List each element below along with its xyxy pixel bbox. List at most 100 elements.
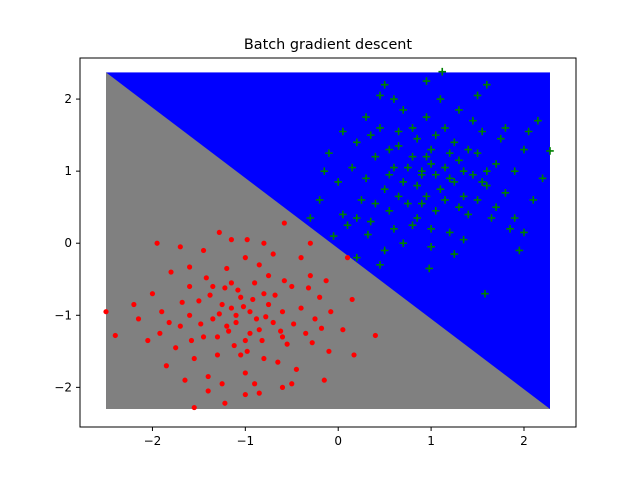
data-point <box>436 185 445 193</box>
data-point <box>473 91 482 100</box>
data-point <box>372 332 378 339</box>
data-point <box>459 167 468 175</box>
data-point <box>317 294 323 300</box>
data-point <box>483 80 491 89</box>
data-point <box>303 330 309 336</box>
data-point <box>394 127 403 136</box>
data-point <box>242 255 248 261</box>
data-point <box>252 381 258 387</box>
data-point <box>293 366 300 372</box>
data-point <box>168 269 174 275</box>
data-point <box>214 334 221 340</box>
data-point <box>380 246 389 255</box>
data-point <box>340 327 346 333</box>
data-point <box>431 170 440 179</box>
data-point <box>450 138 459 147</box>
x-tick-label: 2 <box>520 434 528 448</box>
data-point <box>413 134 421 143</box>
data-point <box>418 167 426 175</box>
data-point <box>244 348 250 354</box>
data-point <box>281 220 287 226</box>
data-point <box>247 309 253 315</box>
data-point <box>343 221 352 230</box>
data-point <box>481 289 489 298</box>
data-point <box>298 255 304 261</box>
data-point <box>321 377 327 383</box>
data-point <box>501 124 510 132</box>
data-point <box>394 192 403 201</box>
data-point <box>261 291 267 297</box>
x-tick-label: 1 <box>427 434 435 448</box>
data-point <box>198 321 204 327</box>
data-point <box>187 283 193 290</box>
data-point <box>103 309 109 315</box>
data-point <box>352 214 361 222</box>
data-point <box>228 305 235 311</box>
data-point <box>339 127 347 136</box>
data-point <box>219 381 225 387</box>
x-tick-label: −2 <box>144 434 162 448</box>
data-point <box>431 131 440 139</box>
y-tick-label: −2 <box>54 380 72 394</box>
data-point <box>250 296 256 303</box>
data-point <box>445 149 454 157</box>
data-point <box>112 332 118 339</box>
data-point <box>131 301 137 308</box>
data-point <box>187 264 193 270</box>
data-point <box>259 337 265 344</box>
data-point <box>349 296 355 303</box>
data-point <box>216 229 222 236</box>
data-point <box>483 181 491 190</box>
plot-area <box>103 67 554 411</box>
data-point <box>459 235 468 244</box>
data-point <box>284 341 290 347</box>
region-class-0 <box>106 72 550 409</box>
data-point <box>323 278 329 284</box>
data-point <box>546 147 554 155</box>
data-point <box>515 246 524 255</box>
data-point <box>256 390 262 396</box>
data-point <box>233 312 239 318</box>
data-point <box>275 359 281 365</box>
data-point <box>205 388 211 394</box>
data-point <box>253 316 260 322</box>
data-point <box>478 127 486 136</box>
series-1 <box>306 67 554 298</box>
data-point <box>279 334 286 340</box>
data-point <box>380 185 389 193</box>
data-point <box>219 301 225 308</box>
data-point <box>334 178 343 186</box>
data-point <box>371 152 380 161</box>
data-point <box>464 210 473 219</box>
data-point <box>413 181 421 190</box>
data-point <box>309 340 315 346</box>
data-point <box>252 280 258 286</box>
data-point <box>492 203 500 211</box>
data-point <box>422 77 431 85</box>
data-point <box>469 116 477 125</box>
data-point <box>459 192 468 201</box>
data-point <box>163 363 169 369</box>
data-point <box>385 145 394 154</box>
data-point <box>307 273 313 279</box>
data-point <box>390 225 398 233</box>
data-point <box>242 391 248 398</box>
data-point <box>203 275 209 281</box>
data-point <box>422 113 431 121</box>
data-point <box>362 174 370 183</box>
data-point <box>478 178 486 186</box>
data-point <box>200 334 207 340</box>
data-point <box>376 124 384 132</box>
data-point <box>510 214 519 222</box>
data-point <box>436 95 445 103</box>
data-point <box>325 149 333 157</box>
data-point <box>510 167 519 175</box>
data-point <box>231 342 237 349</box>
data-point <box>279 309 286 315</box>
data-point <box>278 328 284 334</box>
data-point <box>238 294 244 300</box>
data-point <box>328 309 334 315</box>
data-point <box>399 239 408 248</box>
data-point <box>376 261 384 269</box>
data-point <box>173 345 179 351</box>
